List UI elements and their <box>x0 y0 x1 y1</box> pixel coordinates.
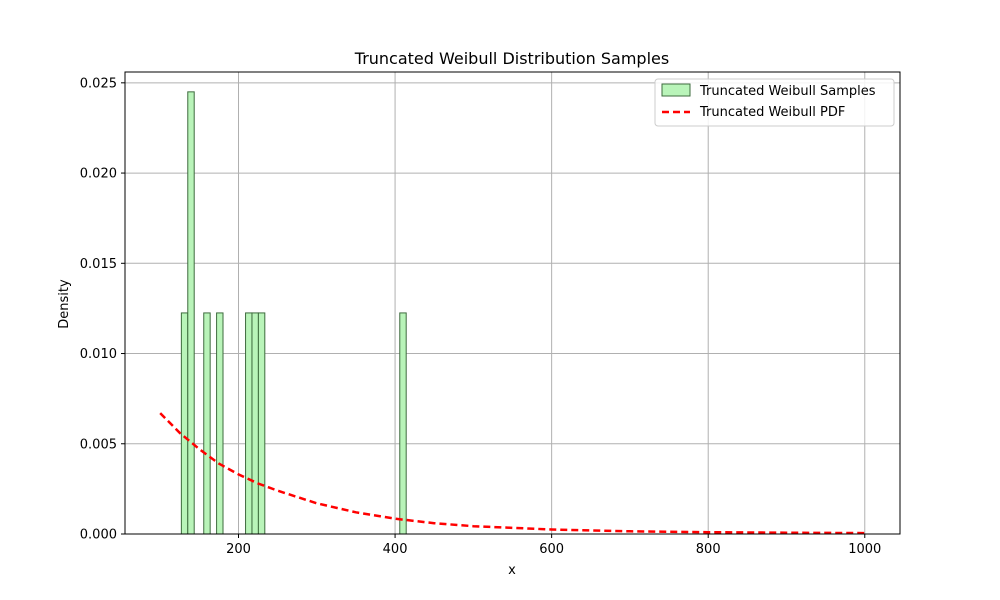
histogram-bar-1 <box>187 91 195 535</box>
histogram-bar-2 <box>203 312 211 535</box>
y-tick-label-5: 0.025 <box>80 76 117 91</box>
x-tick-label-3: 800 <box>696 542 721 557</box>
x-tick-label-2: 600 <box>539 542 564 557</box>
y-tick-label-2: 0.010 <box>80 347 117 362</box>
x-tick-label-4: 1000 <box>848 542 881 557</box>
legend-box <box>654 78 895 127</box>
legend-swatch-histogram <box>661 83 691 97</box>
y-tick-label-4: 0.020 <box>80 167 117 182</box>
y-axis-label: Density <box>57 279 72 329</box>
histogram-bar-7 <box>399 312 407 535</box>
histogram-bar-5 <box>251 312 259 535</box>
histogram-bar-3 <box>216 312 224 535</box>
y-tick-label-3: 0.015 <box>80 257 117 272</box>
x-tick-label-1: 400 <box>383 542 408 557</box>
x-axis-label: x <box>508 563 516 578</box>
legend-label-pdf: Truncated Weibull PDF <box>699 105 845 120</box>
plot-frame <box>124 71 901 535</box>
histogram-bar-4 <box>245 312 253 535</box>
histogram-bar-0 <box>180 312 189 535</box>
histogram-bar-6 <box>257 312 266 535</box>
y-tick-label-1: 0.005 <box>80 437 117 452</box>
grid <box>125 72 900 535</box>
pdf-curve <box>159 412 865 535</box>
legend: Truncated Weibull Samples Truncated Weib… <box>654 78 895 127</box>
pdf-line <box>159 412 865 535</box>
y-axis-ticks: 0.000 0.005 0.010 0.015 0.020 0.025 <box>80 76 125 543</box>
y-tick-label-0: 0.000 <box>80 528 117 543</box>
histogram-bars <box>180 91 407 535</box>
x-tick-label-0: 200 <box>226 542 251 557</box>
chart-title: Truncated Weibull Distribution Samples <box>354 49 669 68</box>
x-axis-ticks: 200 400 600 800 1000 <box>226 534 881 557</box>
legend-label-histogram: Truncated Weibull Samples <box>699 84 876 99</box>
